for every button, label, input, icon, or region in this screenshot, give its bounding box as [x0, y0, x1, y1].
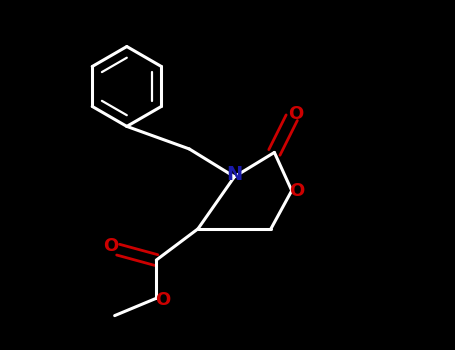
Text: O: O	[289, 182, 304, 199]
Text: N: N	[226, 166, 243, 184]
Text: O: O	[288, 105, 303, 122]
Text: O: O	[155, 291, 170, 309]
Text: O: O	[103, 237, 118, 255]
